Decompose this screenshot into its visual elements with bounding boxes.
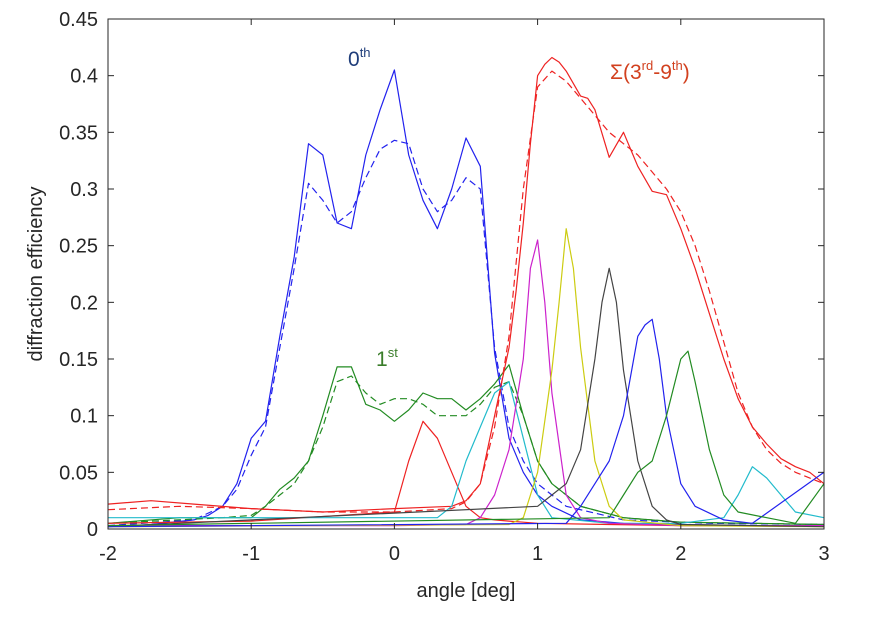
series-line-4 [107,56,825,513]
ticks-layer: -2 -1 0 1 2 3 0 0.05 0.1 0.15 0.2 0.25 0.3 0.35 0.4 0.4… [59,9,830,565]
series-line-5 [107,70,825,513]
series-line-9 [107,228,825,528]
x-tick-label-5: 3 [818,543,829,565]
y-tick-label-9: 0.45 [59,9,98,31]
series-line-6 [107,420,824,527]
y-tick-label-6: 0.3 [70,179,98,201]
plot-frame [107,18,825,530]
y-axis-label: diffraction efficiency [25,187,47,362]
y-tick-label-3: 0.15 [59,349,98,371]
annotation-1st-base: 1 [376,348,388,371]
annotation-sum-part-1: Σ(3 [610,61,642,84]
series-line-8 [108,239,824,527]
y-tick-label-4: 0.2 [70,292,98,314]
series-line-7 [108,381,825,524]
annotation-sum-part-4: th [672,58,683,73]
series-line-10 [107,267,825,528]
annotation-sum-part-2: rd [642,58,654,73]
annotation-1st-sup: st [388,345,399,360]
axes-layer [107,18,825,530]
series-line-12 [107,350,825,527]
annotation-sum-orders: Σ(3rd-9th) [610,58,690,84]
x-tick-label-1: -1 [242,543,260,565]
y-tick-label-5: 0.25 [59,236,98,258]
x-axis-label: angle [deg] [417,580,516,602]
x-tick-label-2: 0 [389,543,400,565]
series-line-0 [107,69,824,528]
y-tick-label-2: 0.1 [70,406,98,428]
annotation-0th-sup: th [360,45,371,60]
annotation-sum-part-3: -9 [653,61,672,84]
x-tick-label-0: -2 [99,543,117,565]
series-line-11 [107,318,825,528]
annotation-0th-order: 0th [348,45,371,71]
y-tick-label-0: 0 [87,519,98,541]
x-tick-label-3: 1 [532,543,543,565]
annotation-1st-order: 1st [376,345,398,371]
y-tick-label-7: 0.35 [59,122,98,144]
annotation-0th-base: 0 [348,48,360,71]
x-tick-label-4: 2 [675,543,686,565]
y-tick-label-1: 0.05 [59,462,98,484]
series-layer [107,56,825,528]
series-line-3 [107,375,825,526]
annotation-sum-part-5: ) [683,61,690,84]
series-line-1 [107,139,825,527]
y-tick-label-8: 0.4 [70,66,98,88]
